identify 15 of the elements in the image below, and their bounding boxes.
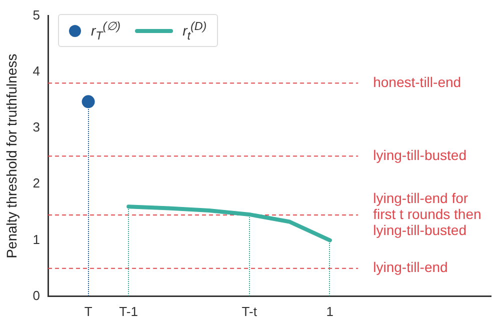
ref-line-label: honest-till-end bbox=[373, 74, 462, 90]
ref-line-label: lying-till-end bbox=[373, 259, 448, 276]
y-axis-title: Penalty threshold for truthfulness bbox=[3, 54, 20, 258]
y-tick-label: 3 bbox=[32, 120, 40, 135]
y-tick-label: 5 bbox=[32, 7, 40, 22]
ref-line-label: lying-till-end for first t rounds then lying-till-busted bbox=[373, 190, 482, 238]
x-tick-label: T bbox=[84, 304, 92, 319]
y-tick-label: 1 bbox=[32, 232, 40, 247]
x-tick-label: 1 bbox=[326, 304, 334, 319]
ref-line-label: lying-till-busted bbox=[373, 146, 466, 163]
y-tick-label: 0 bbox=[32, 288, 40, 303]
x-tick-label: T-t bbox=[242, 304, 258, 319]
y-tick-label: 4 bbox=[32, 64, 40, 78]
x-tick-label: T-1 bbox=[119, 304, 138, 319]
y-tick-label: 2 bbox=[32, 176, 40, 191]
